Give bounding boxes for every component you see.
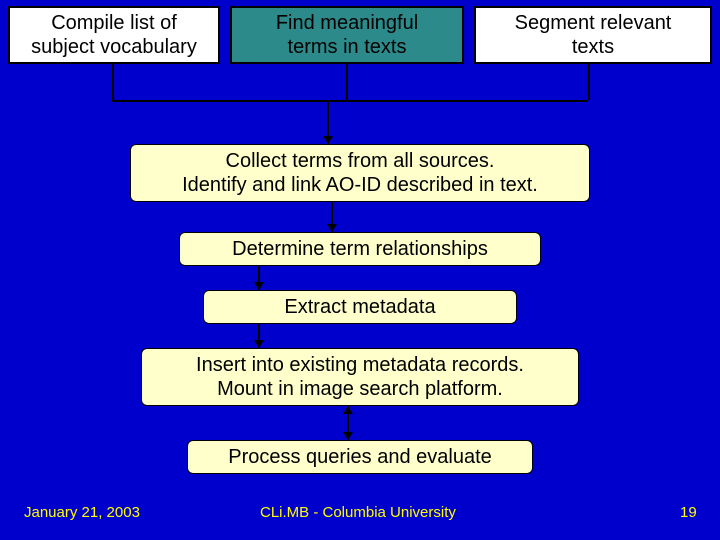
footer-date: January 21, 2003 (24, 504, 140, 521)
arrow-head-1 (327, 224, 337, 232)
drop-line-1 (346, 64, 348, 100)
top-box-segment: Segment relevant texts (474, 6, 712, 64)
step-process: Process queries and evaluate (187, 440, 533, 474)
h-connector (112, 100, 588, 102)
drop-line-2 (588, 64, 590, 100)
step-insert: Insert into existing metadata records. M… (141, 348, 579, 406)
arrow-head-up-5 (343, 406, 353, 414)
arrow-head-3 (254, 340, 264, 348)
step-extract: Extract metadata (203, 290, 517, 324)
step-collect: Collect terms from all sources. Identify… (130, 144, 590, 202)
step-determine: Determine term relationships (179, 232, 541, 266)
arrow-head-2 (254, 282, 264, 290)
top-box-compile: Compile list of subject vocabulary (8, 6, 220, 64)
arrow-head-0 (323, 136, 333, 144)
footer-page: 19 (680, 504, 697, 521)
top-box-find: Find meaningful terms in texts (230, 6, 464, 64)
footer-center: CLi.MB - Columbia University (260, 504, 456, 521)
drop-line-0 (112, 64, 114, 100)
